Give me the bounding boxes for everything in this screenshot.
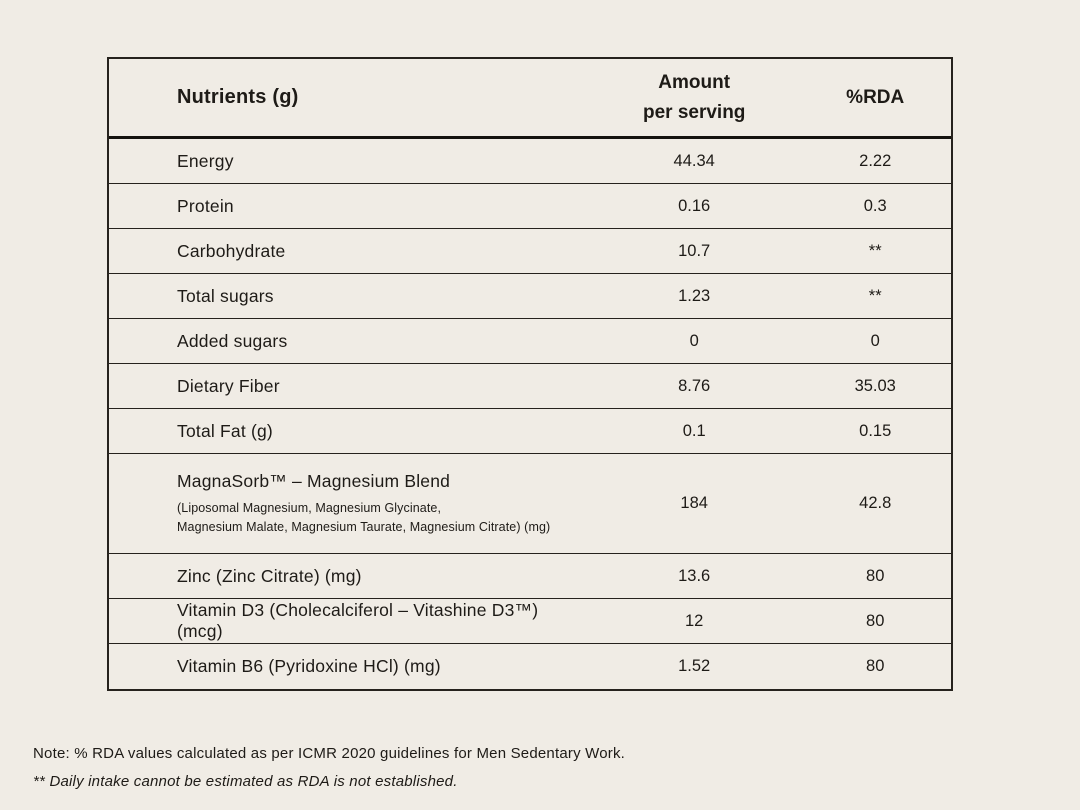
nutrient-rda: 80 — [866, 566, 885, 585]
table-row-added-sugars: Added sugars 0 0 — [109, 319, 951, 364]
nutrient-name: Dietary Fiber — [177, 375, 280, 396]
footnotes: Note: % RDA values calculated as per ICM… — [33, 745, 625, 801]
column-header-rda: %RDA — [846, 86, 905, 108]
nutrient-amount: 44.34 — [673, 151, 715, 170]
nutrient-sublabel: (Liposomal Magnesium, Magnesium Glycinat… — [177, 501, 551, 534]
note-rda-guidelines: Note: % RDA values calculated as per ICM… — [33, 745, 626, 762]
nutrient-amount: 8.76 — [678, 376, 711, 395]
nutrient-name: Vitamin B6 (Pyridoxine HCl) (mg) — [177, 656, 441, 676]
table-row-vitamin-b6: Vitamin B6 (Pyridoxine HCl) (mg) 1.52 80 — [109, 644, 951, 689]
table-row-energy: Energy 44.34 2.22 — [109, 139, 951, 184]
column-header-nutrients: Nutrients (g) — [177, 86, 299, 108]
nutrient-amount: 1.52 — [678, 657, 711, 675]
table-row-zinc: Zinc (Zinc Citrate) (mg) 13.6 80 — [109, 554, 951, 599]
nutrient-name-group: MagnaSorb™ – Magnesium Blend (Liposomal … — [109, 471, 589, 535]
nutrient-name: Vitamin D3 (Cholecalciferol – Vitashine … — [177, 600, 539, 641]
nutrient-name: Added sugars — [177, 330, 288, 351]
note-daily-intake: ** Daily intake cannot be estimated as R… — [33, 773, 458, 790]
nutrient-rda: 0.15 — [859, 421, 892, 440]
nutrient-name: Carbohydrate — [177, 240, 286, 261]
nutrient-rda: 42.8 — [859, 494, 892, 512]
nutrient-rda: 80 — [866, 611, 885, 630]
nutrient-amount: 1.23 — [678, 286, 711, 305]
nutrient-rda: 80 — [866, 657, 885, 675]
nutrient-amount: 13.6 — [678, 566, 711, 585]
nutrient-rda: 2.22 — [859, 151, 892, 170]
nutrient-name: Protein — [177, 195, 234, 216]
nutrient-rda: 35.03 — [854, 376, 896, 395]
table-row-vitamin-d3: Vitamin D3 (Cholecalciferol – Vitashine … — [109, 599, 951, 644]
nutrient-amount: 0 — [689, 331, 699, 350]
nutrient-name: Total sugars — [177, 285, 274, 306]
table-header-row: Nutrients (g) Amount per serving %RDA — [109, 59, 951, 139]
column-header-amount-per-serving: Amount per serving — [642, 72, 746, 123]
nutrient-amount: 0.16 — [678, 196, 711, 215]
nutrient-name: Zinc (Zinc Citrate) (mg) — [177, 565, 362, 586]
nutrient-amount: 0.1 — [682, 421, 706, 440]
nutrient-name: Total Fat (g) — [177, 420, 273, 441]
table-row-total-sugars: Total sugars 1.23 ** — [109, 274, 951, 319]
nutrient-amount: 12 — [685, 611, 704, 630]
nutrient-name: Energy — [177, 150, 234, 171]
table-row-magnasorb-magnesium-blend: MagnaSorb™ – Magnesium Blend (Liposomal … — [109, 454, 951, 554]
nutrient-name: MagnaSorb™ – Magnesium Blend — [177, 471, 451, 492]
nutrient-rda: ** — [868, 241, 882, 260]
nutrient-rda: 0.3 — [863, 196, 887, 215]
nutrition-facts-table: Nutrients (g) Amount per serving %RDA En… — [107, 57, 953, 691]
nutrient-amount: 10.7 — [678, 241, 711, 260]
nutrient-amount: 184 — [680, 494, 708, 512]
table-row-dietary-fiber: Dietary Fiber 8.76 35.03 — [109, 364, 951, 409]
table-row-protein: Protein 0.16 0.3 — [109, 184, 951, 229]
nutrient-rda: 0 — [870, 331, 880, 350]
nutrient-rda: ** — [868, 286, 882, 305]
table-row-total-fat: Total Fat (g) 0.1 0.15 — [109, 409, 951, 454]
table-row-carbohydrate: Carbohydrate 10.7 ** — [109, 229, 951, 274]
